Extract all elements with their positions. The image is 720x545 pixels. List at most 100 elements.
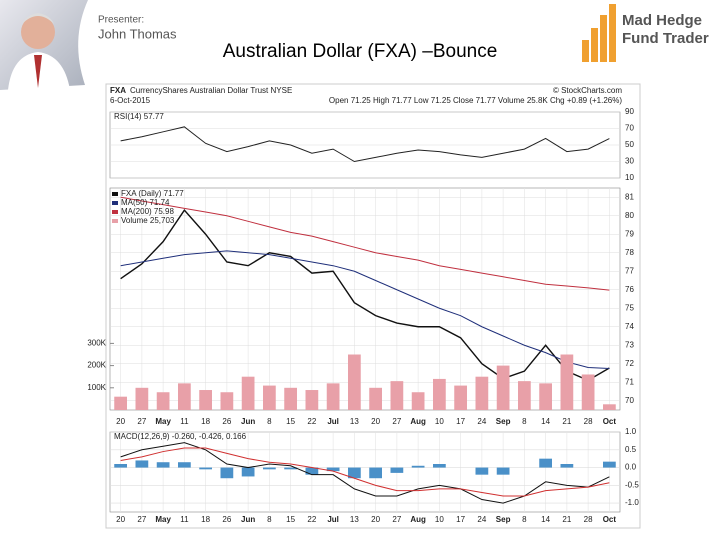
panel-title: MACD(12,26,9) -0.260, -0.426, 0.166: [114, 432, 247, 441]
x-tick-label: 18: [201, 417, 210, 426]
legend-entry: Volume 25,703: [121, 216, 175, 225]
legend-entry: MA(50) 71.74: [121, 198, 170, 207]
bar: [114, 396, 127, 410]
x-tick-label: 14: [541, 515, 550, 524]
x-tick-label: 17: [456, 515, 465, 524]
x-tick-label: 21: [562, 417, 571, 426]
x-tick-label: May: [155, 515, 171, 524]
x-tick-label: Jun: [241, 515, 255, 524]
bar: [326, 383, 340, 410]
bar: [305, 467, 319, 475]
series-line: [120, 209, 610, 382]
x-tick-label: 27: [392, 417, 401, 426]
y-tick-label: 78: [625, 248, 634, 257]
series-line: [120, 196, 610, 291]
x-tick-label: 15: [286, 417, 295, 426]
legend-swatch: [112, 192, 118, 196]
x-tick-label: 22: [307, 417, 316, 426]
slide-title: Australian Dollar (FXA) –Bounce: [223, 41, 498, 62]
legend-swatch: [112, 201, 118, 205]
y-tick-label: 90: [625, 107, 634, 116]
y-tick-label: 0.0: [625, 463, 637, 472]
x-tick-label: 13: [350, 417, 359, 426]
x-tick-label: Oct: [603, 515, 617, 524]
y-tick-label: 74: [625, 322, 634, 331]
bar: [156, 392, 170, 410]
bar: [390, 467, 404, 473]
x-tick-label: Jul: [327, 515, 339, 524]
x-tick-label: 20: [116, 515, 125, 524]
x-tick-label: Jul: [327, 417, 339, 426]
y-tick-label: 300K: [87, 339, 106, 348]
bar: [241, 467, 255, 477]
presenter-name: John Thomas: [98, 26, 177, 41]
series-line: [120, 442, 610, 504]
x-tick-label: 10: [435, 417, 444, 426]
bar: [560, 354, 574, 410]
x-tick-label: 8: [522, 417, 527, 426]
x-tick-label: 10: [435, 515, 444, 524]
x-tick-label: 14: [541, 417, 550, 426]
presenter-photo: [0, 0, 88, 90]
y-tick-label: -1.0: [625, 498, 639, 507]
y-tick-label: 73: [625, 340, 634, 349]
x-tick-label: 27: [137, 515, 146, 524]
presenter-label: Presenter:: [98, 15, 144, 26]
y-tick-label: 79: [625, 229, 634, 238]
x-tick-label: 11: [180, 417, 189, 426]
bar: [475, 467, 489, 475]
y-tick-label: 200K: [87, 361, 106, 370]
bar: [539, 458, 552, 468]
bar: [348, 467, 361, 479]
logo-text: Fund Trader: [622, 30, 709, 47]
bar: [433, 378, 446, 410]
bar: [560, 464, 574, 468]
bar: [411, 392, 425, 410]
bar: [518, 381, 531, 410]
bar: [199, 467, 212, 470]
x-tick-label: 20: [116, 417, 125, 426]
bar: [305, 390, 319, 410]
bar: [135, 460, 149, 468]
bar: [284, 467, 297, 470]
x-tick-label: Oct: [603, 417, 617, 426]
legend-swatch: [112, 210, 118, 214]
y-tick-label: 100K: [87, 383, 106, 392]
panel-title: RSI(14) 57.77: [114, 112, 164, 121]
y-tick-label: -0.5: [625, 480, 639, 489]
x-tick-label: 11: [180, 515, 189, 524]
x-tick-label: 21: [562, 515, 571, 524]
x-tick-label: Aug: [410, 515, 426, 524]
y-tick-label: 70: [625, 124, 634, 133]
x-tick-label: 27: [392, 515, 401, 524]
logo-text: Mad Hedge: [622, 12, 702, 29]
y-tick-label: 30: [625, 157, 634, 166]
symbol: FXA: [110, 86, 126, 95]
x-tick-label: 8: [522, 515, 527, 524]
y-tick-label: 0.5: [625, 445, 637, 454]
x-tick-label: Aug: [410, 417, 426, 426]
x-tick-label: 22: [307, 515, 316, 524]
bar: [433, 464, 446, 468]
x-tick-label: 18: [201, 515, 210, 524]
x-tick-label: 13: [350, 515, 359, 524]
bar: [390, 381, 404, 410]
bar: [241, 376, 255, 410]
series-line: [120, 250, 610, 370]
x-tick-label: 24: [477, 417, 486, 426]
x-tick-label: May: [155, 417, 171, 426]
y-tick-label: 70: [625, 396, 634, 405]
y-tick-label: 81: [625, 192, 634, 201]
x-tick-label: Jun: [241, 417, 255, 426]
y-tick-label: 80: [625, 211, 634, 220]
y-tick-label: 71: [625, 377, 634, 386]
x-tick-label: 28: [584, 417, 593, 426]
legend-swatch: [112, 219, 118, 223]
legend-entry: FXA (Daily) 71.77: [121, 189, 184, 198]
x-tick-label: 15: [286, 515, 295, 524]
bar: [326, 467, 340, 472]
bar: [369, 387, 382, 410]
bar: [220, 467, 234, 479]
x-tick-label: 26: [222, 417, 231, 426]
